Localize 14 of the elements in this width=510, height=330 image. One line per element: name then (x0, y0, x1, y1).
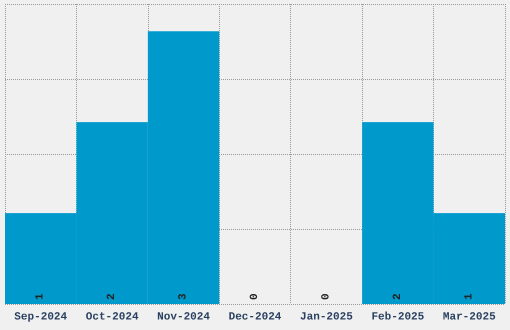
x-tick-label: Dec-2024 (228, 312, 282, 324)
x-tick-label: Oct-2024 (86, 312, 139, 324)
data-label: 0 (249, 293, 261, 300)
data-label: 2 (106, 293, 118, 300)
x-tick-label: Mar-2025 (442, 312, 496, 324)
x-tick-label: Jan-2025 (300, 312, 354, 324)
data-label: 3 (178, 293, 190, 300)
x-tick-label: Sep-2024 (14, 312, 68, 324)
x-tick-label: Feb-2025 (371, 312, 425, 324)
data-label: 0 (320, 293, 332, 300)
data-label: 1 (463, 293, 476, 300)
x-tick-label: Nov-2024 (157, 312, 210, 324)
data-label: 2 (392, 293, 404, 300)
data-label: 1 (34, 293, 47, 300)
